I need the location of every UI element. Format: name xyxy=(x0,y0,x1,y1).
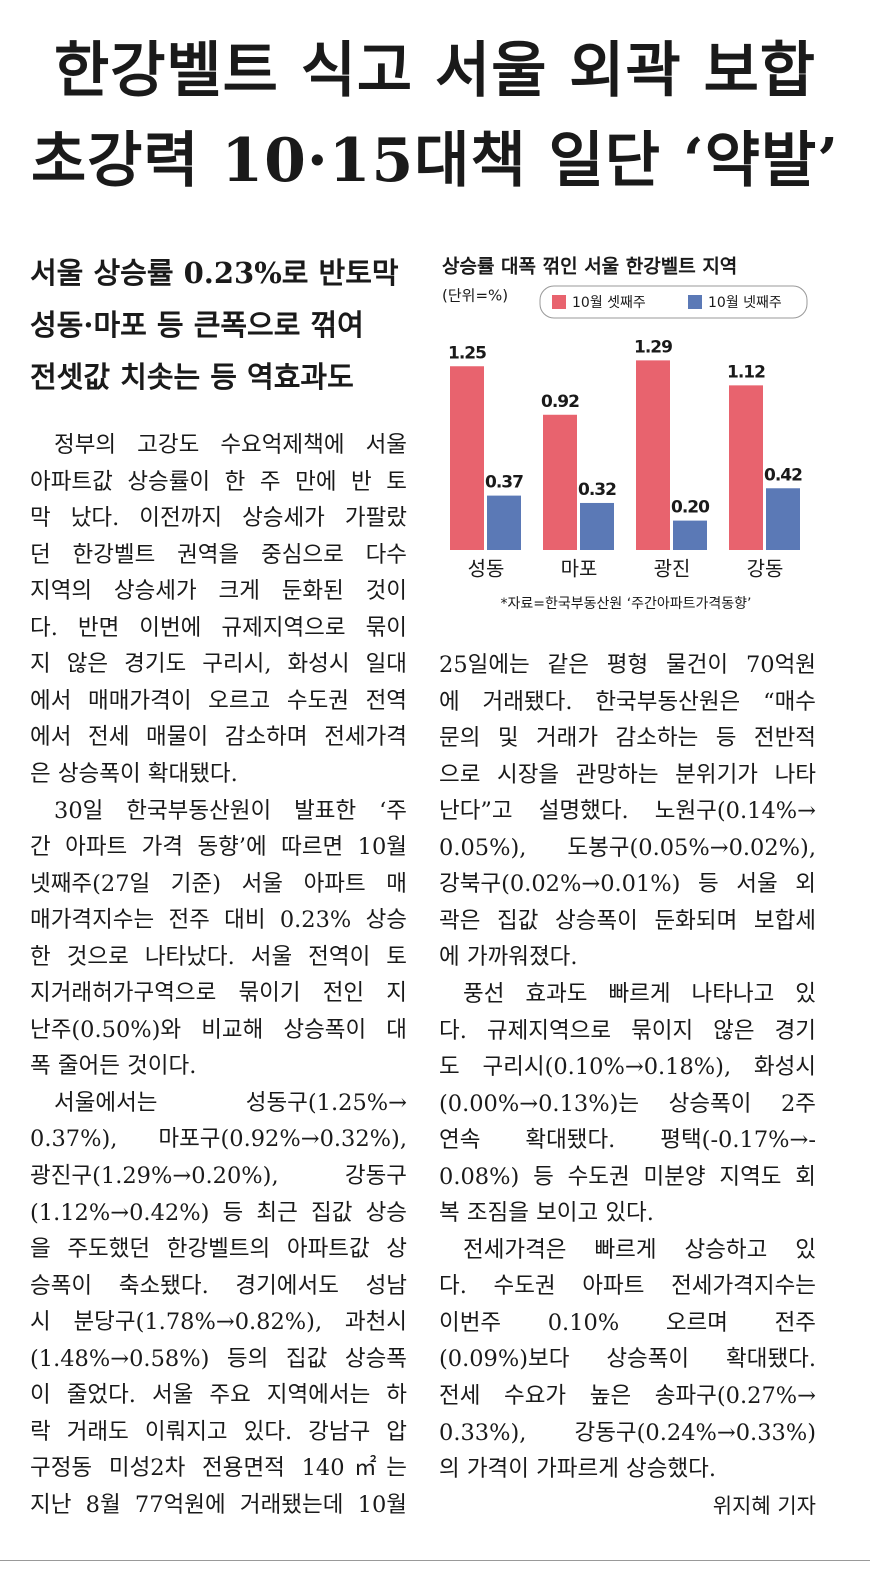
text-line: 승폭이 축소됐다. 경기에서도 성남 xyxy=(30,1272,407,1299)
legend-box xyxy=(539,285,808,319)
value-label: 0.42 xyxy=(764,465,802,485)
byline: 위지혜 기자 xyxy=(712,1494,816,1518)
text-line: 간 아파트 가격 동향’에 따르면 10월 xyxy=(30,834,407,861)
text-line: (1.48%→0.58%) 등의 집값 상승폭 xyxy=(30,1345,407,1372)
legend-swatch xyxy=(552,295,566,309)
bar xyxy=(450,366,484,550)
text-line: 복 조짐을 보이고 있다. xyxy=(439,1200,654,1227)
text-line: 강북구(0.02%→0.01%) 등 서울 외 xyxy=(439,871,816,898)
text-line: 에 가까워졌다. xyxy=(439,944,578,971)
value-label: 1.29 xyxy=(634,337,672,357)
text-line: 곽은 집값 상승폭이 둔화되며 보합세 xyxy=(439,907,816,934)
text-line: 이번주 0.10% 오르며 전주 xyxy=(439,1309,816,1336)
text-line: 지 않은 경기도 구리시, 화성시 일대 xyxy=(30,651,407,678)
bar xyxy=(729,385,763,550)
text-line: 지역의 상승세가 크게 둔화된 것이 xyxy=(30,578,407,605)
text-line: (1.12%→0.42%) 등 최근 집값 상승 xyxy=(30,1199,407,1226)
value-label: 0.20 xyxy=(671,498,710,518)
text-line: 락 거래도 이뤄지고 있다. 강남구 압 xyxy=(30,1418,407,1445)
text-line: 0.37%), 마포구(0.92%→0.32%), xyxy=(30,1126,407,1153)
value-label: 0.92 xyxy=(541,392,579,412)
value-label: 0.32 xyxy=(578,480,616,500)
x-tick-label: 광진 xyxy=(654,557,691,581)
text-line: 0.08%) 등 수도권 미분양 지역도 회 xyxy=(439,1163,816,1190)
text-line: 막 났다. 이전까지 상승세가 가팔랐 xyxy=(30,505,407,532)
subheadline: 성동·마포 등 큰폭으로 꺾여 xyxy=(30,308,364,342)
bar xyxy=(580,502,614,550)
text-line: 한 것으로 나타났다. 서울 전역이 토 xyxy=(30,943,407,970)
chart-title: 상승률 대폭 꺾인 서울 한강벨트 지역 xyxy=(442,256,737,278)
x-tick-label: 강동 xyxy=(747,557,784,581)
legend-swatch xyxy=(688,295,702,309)
text-line: 아파트값 상승률이 한 주 만에 반 토 xyxy=(30,468,407,495)
text-line: 넷째주(27일 기준) 서울 아파트 매 xyxy=(30,870,407,897)
bar xyxy=(673,520,707,550)
text-line: 다. 반면 이번에 규제지역으로 묶이 xyxy=(30,614,407,641)
text-line: (0.00%→0.13%)는 상승폭이 2주 xyxy=(439,1090,816,1117)
text-line: 전세가격은 빠르게 상승하고 있 xyxy=(463,1236,816,1263)
text-line: 25일에는 같은 평형 물건이 70억원 xyxy=(439,652,816,678)
chart: 상승률 대폭 꺾인 서울 한강벨트 지역 (단위=%) *자료=한국부동산원 ‘… xyxy=(442,256,808,612)
text-line: 0.33%), 강동구(0.24%→0.33%) xyxy=(439,1419,816,1446)
legend-label: 10월 셋째주 xyxy=(572,295,646,311)
text-line: 매가격지수는 전주 대비 0.23% 상승 xyxy=(30,907,407,934)
headline: 초강력 10·15대책 일단 ‘약발’ xyxy=(30,126,840,196)
value-label: 0.37 xyxy=(485,473,523,493)
text-line: 은 상승폭이 확대됐다. xyxy=(30,760,238,787)
text-line: 난다”고 설명했다. 노원구(0.14%→ xyxy=(439,798,816,825)
text-line: 던 한강벨트 권역을 중심으로 다수 xyxy=(30,541,407,568)
text-line: 으로 시장을 관망하는 분위기가 나타 xyxy=(439,761,816,788)
bar xyxy=(543,414,577,550)
text-line: 정부의 고강도 수요억제책에 서울 xyxy=(54,432,407,458)
text-line: 이 줄었다. 서울 주요 지역에서는 하 xyxy=(30,1382,407,1409)
text-line: 전세 수요가 높은 송파구(0.27%→ xyxy=(439,1383,816,1409)
text-line: 폭 줄어든 것이다. xyxy=(30,1053,197,1080)
text-line: 서울에서는 성동구(1.25%→ xyxy=(54,1089,407,1116)
legend-label: 10월 넷째주 xyxy=(708,295,782,311)
text-line: 난주(0.50%)와 비교해 상승폭이 대 xyxy=(30,1016,407,1043)
bar xyxy=(766,488,800,550)
chart-source: *자료=한국부동산원 ‘주간아파트가격동향’ xyxy=(500,596,751,612)
x-tick-label: 마포 xyxy=(561,557,598,581)
chart-unit: (단위=%) xyxy=(442,287,508,305)
text-line: 구정동 미성2차 전용면적 140㎡는 xyxy=(30,1455,407,1482)
x-tick-label: 성동 xyxy=(468,557,505,581)
text-line: 에서 전세 매물이 감소하며 전세가격 xyxy=(30,724,407,751)
text-line: 도 구리시(0.10%→0.18%), 화성시 xyxy=(439,1054,816,1081)
text-line: 0.05%), 도봉구(0.05%→0.02%), xyxy=(439,834,816,861)
value-label: 1.12 xyxy=(727,362,765,382)
text-line: 다. 규제지역으로 묶이지 않은 경기 xyxy=(439,1017,816,1044)
text-line: (0.09%)보다 상승폭이 확대됐다. xyxy=(439,1346,816,1373)
text-line: 의 가격이 가파르게 상승했다. xyxy=(439,1456,717,1483)
rule xyxy=(0,1560,870,1561)
bar xyxy=(487,495,521,550)
subheadline: 전셋값 치솟는 등 역효과도 xyxy=(30,360,354,394)
text-line: 을 주도했던 한강벨트의 아파트값 상 xyxy=(30,1236,407,1263)
text-line: 연속 확대됐다. 평택(-0.17%→- xyxy=(439,1127,816,1154)
headline: 한강벨트 식고 서울 외곽 보합 xyxy=(54,36,816,106)
text-line: 에 거래됐다. 한국부동산원은 “매수 xyxy=(439,688,816,715)
text-line: 시 분당구(1.78%→0.82%), 과천시 xyxy=(30,1309,407,1336)
value-label: 1.25 xyxy=(448,343,486,363)
text-line: 에서 매매가격이 오르고 수도권 전역 xyxy=(30,687,407,714)
bar xyxy=(636,360,670,550)
text-line: 풍선 효과도 빠르게 나타나고 있 xyxy=(463,980,816,1007)
text-line: 광진구(1.29%→0.20%), 강동구 xyxy=(30,1163,407,1189)
subheadline: 서울 상승률 0.23%로 반토막 xyxy=(30,256,399,290)
text-line: 문의 및 거래가 감소하는 등 전반적 xyxy=(439,725,816,752)
text-line: 다. 수도권 아파트 전세가격지수는 xyxy=(439,1273,816,1300)
text-line: 지난 8월 77억원에 거래됐는데 10월 xyxy=(30,1491,407,1518)
text-line: 지거래허가구역으로 묶이기 전인 지 xyxy=(30,980,407,1007)
text-line: 30일 한국부동산원이 발표한 ‘주 xyxy=(54,797,407,824)
